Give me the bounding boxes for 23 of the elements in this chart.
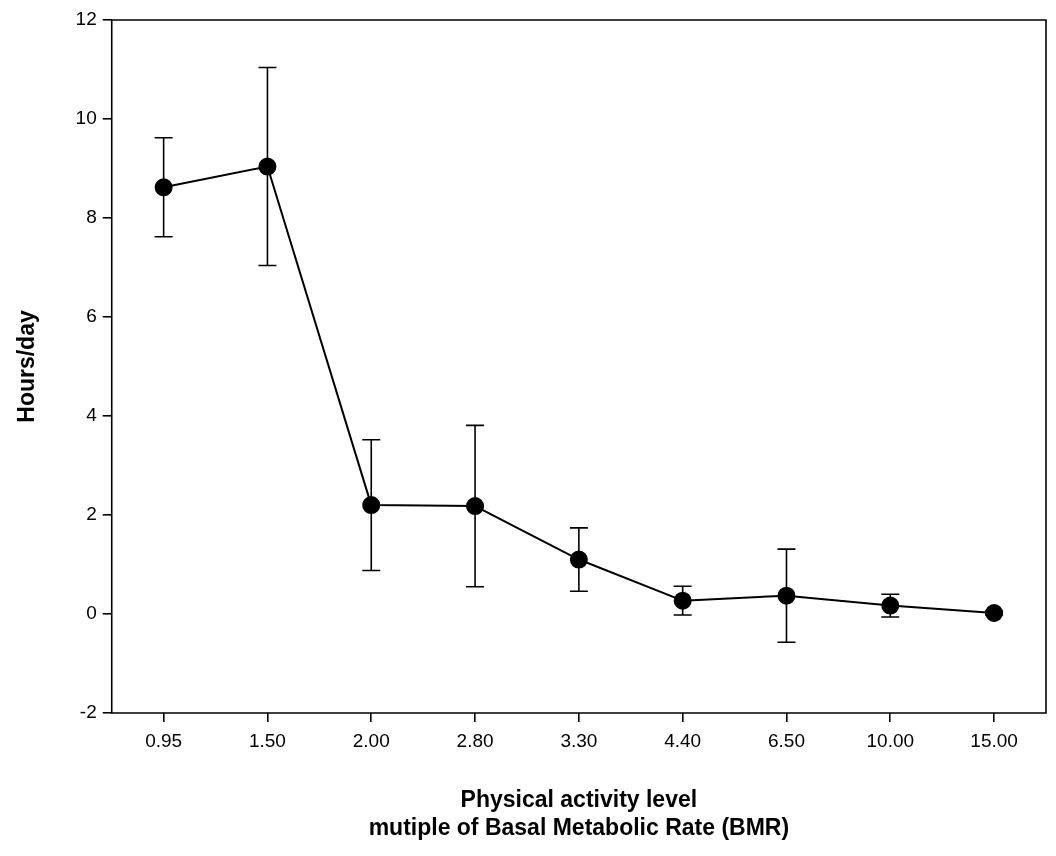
x-tick-label: 2.80	[456, 729, 494, 751]
x-tick-label: 4.40	[664, 729, 702, 751]
point	[154, 178, 173, 197]
x-tick-label: 3.30	[560, 729, 598, 751]
y-tick-label: 2	[86, 503, 97, 525]
y-tick-label: 4	[86, 404, 98, 426]
point	[777, 586, 796, 605]
x-tick-label: 2.00	[352, 729, 390, 751]
x-axis-title: Physical activity level mutiple of Basal Metabolic Rate (BMR)	[368, 785, 790, 840]
y-tick-label: 10	[75, 107, 97, 129]
x-tick-label: 15.00	[970, 729, 1018, 751]
y-tick-label: 6	[86, 305, 97, 327]
y-tick-label: -2	[79, 701, 97, 723]
point	[258, 157, 277, 176]
y-tick-label: 8	[86, 206, 97, 228]
y-axis-title: Hours/day	[13, 310, 40, 423]
x-tick-label: 10.00	[866, 729, 915, 751]
y-tick-label: 12	[75, 8, 97, 30]
point	[673, 591, 692, 610]
x-tick-label: 0.95	[145, 729, 183, 751]
y-tick-label: 0	[86, 602, 97, 624]
x-tick-label: 6.50	[767, 729, 805, 751]
x-tick-label: 1.50	[248, 729, 286, 751]
